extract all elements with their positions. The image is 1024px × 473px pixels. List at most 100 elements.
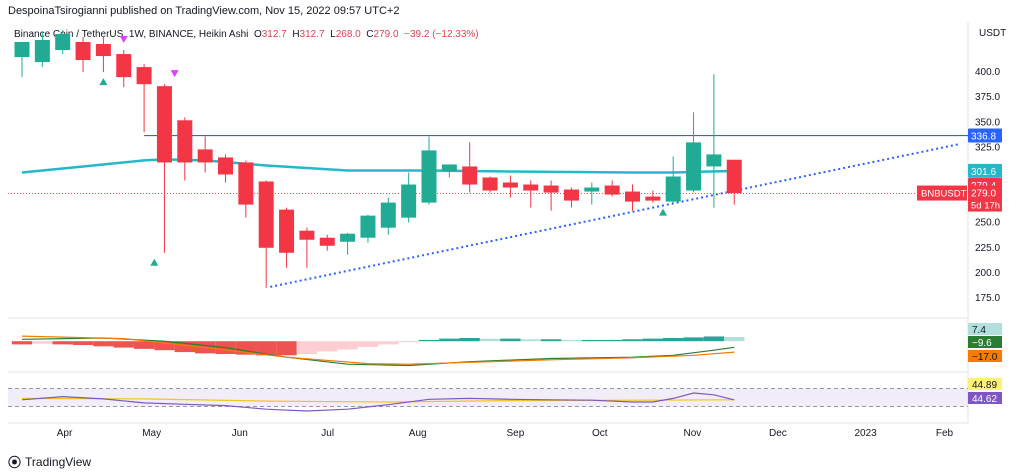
- last-price-bg: [968, 185, 1002, 212]
- macd-histogram-bar: [378, 341, 399, 345]
- candle-body: [502, 182, 518, 188]
- candle-body: [75, 42, 91, 61]
- rsi-ma-line: [21, 397, 735, 403]
- close-label: C: [366, 29, 374, 40]
- y-tick-label: 400.0: [975, 67, 1000, 78]
- low-label: L: [330, 29, 336, 40]
- candle-body: [401, 184, 417, 218]
- open-label: O: [253, 29, 262, 40]
- macd-hist-label: 7.4: [972, 325, 986, 336]
- publisher-line: DespoinaTsirogianni published on Trading…: [8, 5, 400, 17]
- x-tick-label: 2023: [854, 428, 877, 439]
- open-value: 312.7: [261, 29, 287, 40]
- resistance-price-label-bg: [968, 128, 1002, 143]
- y-tick-label: 200.0: [975, 268, 1000, 279]
- macd-histogram-bar: [11, 341, 33, 345]
- close-value: 279.0: [373, 29, 399, 40]
- macd-histogram-bar: [357, 341, 379, 347]
- x-tick-label: May: [142, 428, 161, 439]
- candle-body: [258, 181, 274, 248]
- candle-body: [299, 230, 315, 240]
- ema-price-label-bg: [968, 163, 1002, 178]
- macd-histogram-bar: [724, 337, 745, 342]
- candle-body: [482, 177, 498, 191]
- candle-body: [95, 44, 111, 57]
- buy-signal-icon: [99, 78, 108, 86]
- y-tick-label: 175.0: [975, 293, 1000, 304]
- macd-histogram-bar: [561, 339, 582, 342]
- candle-body: [116, 54, 132, 78]
- x-tick-label: Oct: [592, 428, 608, 439]
- candle-body: [197, 149, 213, 163]
- y-tick-label: 250.0: [975, 218, 1000, 229]
- macd-histogram-bar: [622, 339, 643, 342]
- y-tick-label: 325.0: [975, 142, 1000, 153]
- x-tick-label: Aug: [409, 428, 427, 439]
- brand-name: TradingView: [25, 454, 92, 469]
- rsi-ma-label-bg: [968, 378, 1002, 390]
- macd-histogram-bar: [113, 341, 134, 348]
- candle-body: [340, 233, 356, 242]
- macd-histogram-bar: [459, 338, 480, 342]
- high-value: 312.7: [299, 29, 325, 40]
- macd-label: −9.6: [972, 338, 992, 349]
- macd-signal-label: −17.0: [972, 352, 998, 363]
- candle-body: [604, 185, 620, 195]
- currency-label: USDT: [979, 28, 1006, 39]
- rsi-band: [8, 388, 968, 407]
- candle-body: [238, 162, 254, 205]
- x-tick-label: Jun: [232, 428, 248, 439]
- symbol-description: Binance Coin / TetherUS, 1W, BINANCE, He…: [14, 29, 249, 40]
- macd-histogram-bar: [439, 338, 460, 342]
- rsi-label: 44.62: [972, 394, 997, 405]
- symbol-tag-bg: [917, 185, 967, 201]
- macd-histogram-bar: [703, 336, 725, 342]
- rsi-label-bg: [968, 392, 1002, 404]
- macd-histogram-bar: [52, 341, 73, 345]
- macd-histogram-bar: [418, 339, 440, 342]
- candle-body: [706, 154, 722, 167]
- last-price-label: 279.0: [971, 189, 996, 200]
- macd-histogram-bar: [296, 341, 318, 354]
- candle-body: [543, 185, 559, 193]
- symbol-legend: Binance Coin / TetherUS, 1W, BINANCE, He…: [14, 29, 479, 40]
- candle-body: [441, 164, 457, 172]
- macd-histogram-bar: [32, 341, 53, 344]
- y-tick-label: 375.0: [975, 92, 1000, 103]
- x-tick-label: Apr: [57, 428, 73, 439]
- support-trendline: [270, 143, 959, 288]
- macd-histogram-bar: [683, 337, 704, 342]
- candle-body: [34, 40, 50, 63]
- macd-histogram-bar: [72, 341, 94, 346]
- candle-body: [523, 184, 539, 191]
- macd-histogram-bar: [642, 338, 664, 342]
- y-tick-label: 350.0: [975, 117, 1000, 128]
- low-value: 268.0: [335, 29, 361, 40]
- macd-histogram-bar: [663, 338, 684, 342]
- macd-histogram-bar: [581, 339, 602, 342]
- macd-histogram-bar: [540, 339, 562, 342]
- ema-price-label: 301.6: [971, 167, 996, 178]
- macd-signal-line: [21, 335, 735, 365]
- candle-body: [136, 67, 152, 85]
- candle-body: [218, 157, 233, 175]
- candle-body: [686, 142, 702, 191]
- x-tick-label: Dec: [769, 428, 787, 439]
- candle-body: [55, 33, 71, 51]
- candle-body: [279, 209, 295, 253]
- resistance-price-label: 336.8: [971, 132, 996, 143]
- macd-histogram-bar: [479, 338, 501, 342]
- macd-histogram-bar: [133, 341, 155, 349]
- macd-histogram-bar: [601, 339, 623, 342]
- high-label: H: [292, 29, 300, 40]
- countdown-label: 5d 17h: [971, 201, 1000, 212]
- macd-histogram-bar: [317, 341, 338, 352]
- candle-body: [421, 150, 437, 203]
- change-value: −39.2 (−12.33%): [404, 29, 479, 40]
- footer-brand[interactable]: ⦿ TradingView: [8, 452, 91, 471]
- x-tick-label: Sep: [506, 428, 524, 439]
- candle-body: [462, 166, 478, 185]
- macd-histogram-bar: [337, 341, 358, 350]
- buy-signal-icon: [150, 258, 159, 266]
